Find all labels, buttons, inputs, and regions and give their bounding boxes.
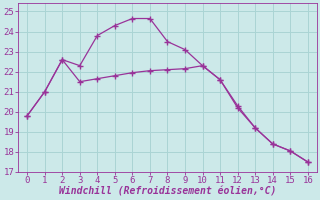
- X-axis label: Windchill (Refroidissement éolien,°C): Windchill (Refroidissement éolien,°C): [59, 187, 276, 197]
